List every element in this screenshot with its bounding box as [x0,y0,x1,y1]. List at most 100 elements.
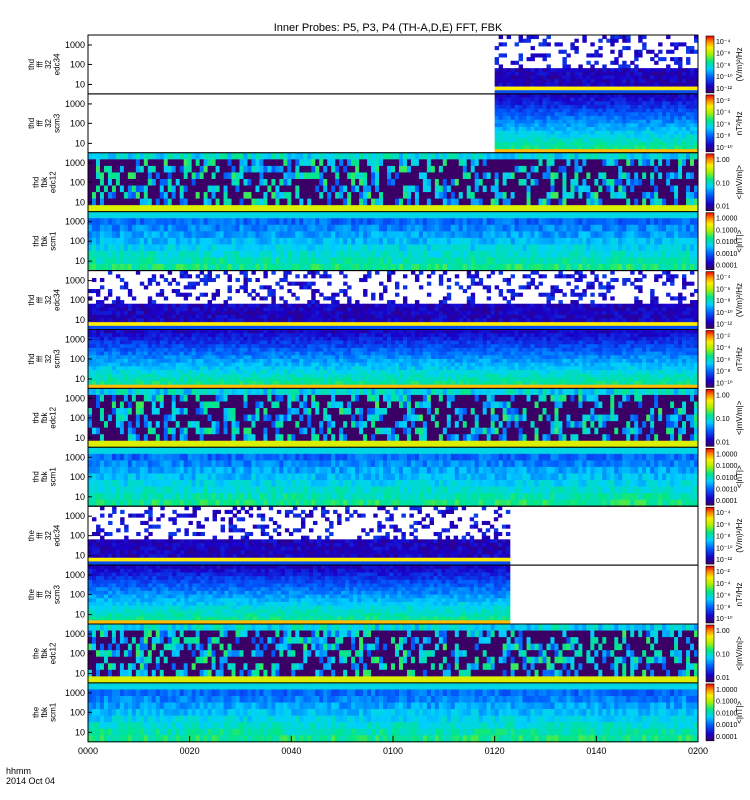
spectrogram-cell [534,108,539,113]
spectrogram-cell [183,311,189,316]
spectrogram-cell [363,274,368,279]
spectrogram-cell [554,71,559,76]
spectrogram-cell [658,119,663,124]
spectrogram-cell [243,285,248,290]
spectrogram-cell [219,314,224,319]
spectrogram-cell [299,303,304,308]
spectrogram-cell [510,127,515,132]
spectrogram-cell [586,211,591,219]
spectrogram-cell [638,68,643,73]
spectrogram-cell [263,178,268,186]
spectrogram-cell [179,178,185,186]
spectrogram-cell [622,211,627,219]
spectrogram-cell [462,224,468,232]
spectrogram-cell [398,244,404,252]
spectrogram-cell [674,75,679,80]
spectrogram-cell [666,130,671,135]
spectrogram-cell [494,115,500,121]
spectrogram-cell [267,257,272,265]
spectrogram-cell [570,90,575,95]
spectrogram-cell [454,205,460,213]
spectrogram-cell [606,237,611,245]
spectrogram-cell [383,285,388,290]
spectrogram-cell [534,71,539,76]
spectrogram-cell [502,165,508,173]
spectrogram-cell [542,134,547,139]
spectrogram-cell [458,218,464,226]
spectrogram-cell [686,165,691,173]
y-tick-label: 10 [75,79,85,89]
spectrogram-cell [686,115,691,121]
spectrogram-cell [367,152,372,160]
spectrogram-cell [375,264,380,271]
spectrogram-cell [179,303,185,308]
spectrogram-cell [347,218,352,226]
spectrogram-cell [590,97,595,102]
spectrogram-cell [670,178,675,186]
spectrogram-cell [538,141,543,146]
spectrogram-cell [351,307,356,312]
spectrogram-cell [550,123,555,128]
spectrogram-cell [630,257,635,265]
spectrogram-cell [538,90,543,95]
spectrogram-cell [446,152,452,160]
spectrogram-cell [279,152,284,160]
spectrogram-cell [375,325,380,330]
spectrogram-cell [283,165,288,173]
spectrogram-cell [522,112,527,117]
spectrogram-cell [402,231,408,239]
spectrogram-cell [642,127,647,132]
spectrogram-cell [594,108,599,113]
spectrogram-cell [355,172,360,180]
spectrogram-cell [171,264,177,271]
spectrogram-cell [287,322,292,327]
spectrogram-cell [91,257,97,265]
spectrogram-cell [319,325,324,330]
spectrogram-cell [103,165,109,173]
spectrogram-cell [626,149,631,154]
spectrogram-cell [163,152,169,160]
spectrogram-cell [638,35,643,40]
spectrogram-cell [410,322,416,327]
spectrogram-cell [550,244,555,252]
spectrogram-cell [259,152,264,160]
spectrogram-cell [482,152,488,160]
spectrogram-cell [458,257,464,265]
spectrogram-cell [147,300,153,305]
spectrogram-cell [638,185,643,193]
spectrogram-cell [299,264,304,271]
spectrogram-cell [526,172,531,180]
spectrogram-cell [642,205,647,213]
spectrogram-cell [426,185,432,193]
spectrogram-cell [634,138,639,143]
spectrogram-cell [418,325,424,330]
spectrogram-cell [223,205,228,213]
spectrogram-cell [650,86,655,91]
spectrogram-cell [534,119,539,124]
spectrogram-cell [674,250,679,258]
spectrogram-cell [99,244,105,252]
spectrogram-cell [694,108,699,113]
spectrogram-cell [602,35,607,40]
spectrogram-cell [227,303,232,308]
spectrogram-cell [690,172,695,180]
spectrogram-cell [542,145,547,150]
spectrogram-cell [207,257,212,265]
spectrogram-cell [482,172,488,180]
spectrogram-cell [99,325,105,330]
spectrogram-cell [331,224,336,232]
spectrogram-cell [646,145,651,150]
spectrogram-cell [203,311,209,316]
spectrogram-cell [88,185,93,193]
spectrogram-cell [686,46,691,51]
spectrogram-cell [626,86,631,91]
spectrogram-cell [391,322,396,327]
spectrogram-cell [319,314,324,319]
spectrogram-cell [690,264,695,271]
spectrogram-cell [406,178,412,186]
spectrogram-cell [111,318,117,323]
spectrogram-cell [283,205,288,213]
spectrogram-cell [618,119,623,124]
spectrogram-cell [426,218,432,226]
spectrogram-cell [622,90,627,95]
